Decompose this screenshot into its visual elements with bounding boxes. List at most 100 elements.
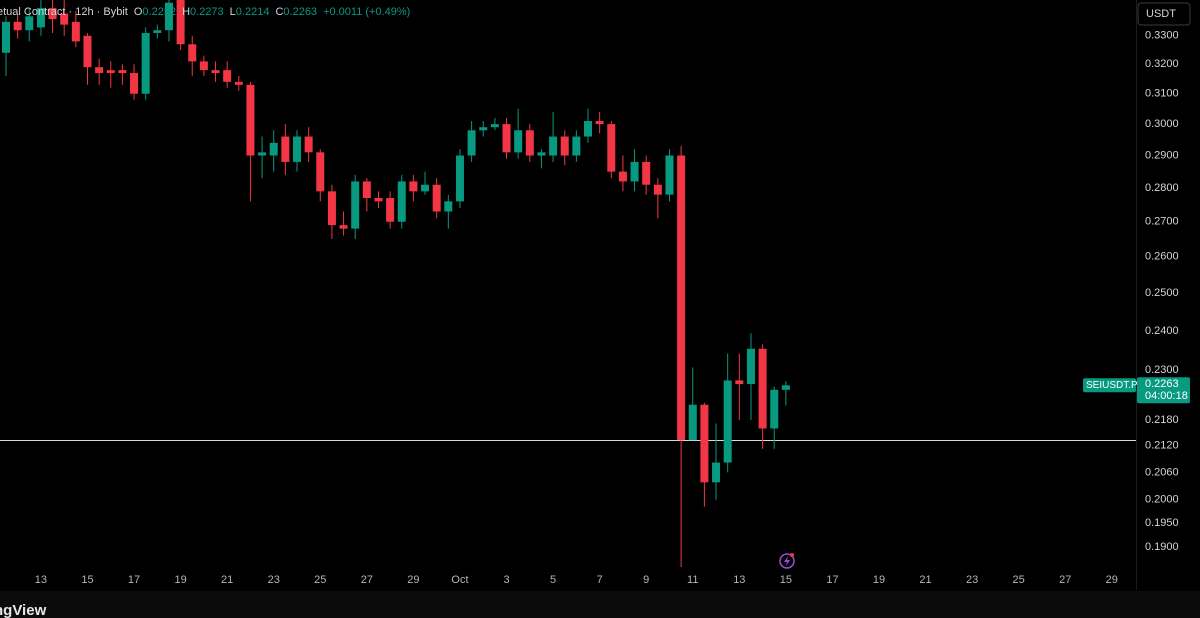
event-icon-bolt: [784, 556, 790, 566]
x-tick-label: 7: [597, 574, 603, 586]
candle-body: [25, 16, 34, 31]
candle-body: [630, 161, 639, 182]
candle-body: [13, 21, 22, 31]
candle-body: [607, 124, 616, 172]
candle-body: [537, 152, 546, 156]
candle-body: [642, 161, 651, 185]
candle-body: [490, 124, 499, 128]
h-value: 0.2273: [190, 6, 224, 18]
y-tick-label: 0.2000: [1145, 494, 1179, 506]
y-tick-label: 0.3100: [1145, 88, 1179, 100]
candle-body: [36, 8, 45, 28]
l-label: L: [230, 6, 236, 18]
candle-body: [723, 380, 732, 463]
x-tick-label: 11: [687, 574, 698, 586]
l-value: 0.2214: [236, 6, 270, 18]
candle-body: [164, 2, 173, 31]
candle-body: [362, 181, 371, 199]
event-icon-dot: [790, 553, 794, 557]
candle-body: [188, 44, 197, 62]
candle-body: [572, 136, 581, 156]
x-tick-label: 3: [503, 574, 509, 586]
x-tick-label: 9: [643, 574, 649, 586]
candle-body: [211, 70, 220, 74]
candle-body: [421, 184, 430, 192]
plot-area: [0, 0, 1136, 568]
x-tick-label: 29: [407, 574, 419, 586]
x-tick-label: 25: [314, 574, 326, 586]
x-tick-label: 23: [966, 574, 978, 586]
candle-body: [584, 121, 592, 137]
candle-body: [455, 155, 464, 202]
candle-body: [397, 181, 406, 222]
y-tick-label: 0.2120: [1145, 440, 1179, 452]
footer-bar: [0, 591, 1200, 618]
price-tag: [1137, 377, 1190, 404]
candle-body: [700, 404, 709, 483]
x-tick-label: 21: [221, 574, 233, 586]
candle-body: [374, 198, 383, 202]
candle-body: [467, 130, 476, 156]
candle-body: [223, 70, 232, 82]
candle-body: [351, 181, 360, 229]
x-tick-label: 27: [361, 574, 373, 586]
candle-body: [281, 136, 290, 162]
y-tick-label: 0.2500: [1145, 287, 1179, 299]
y-tick-label: 0.1900: [1145, 541, 1179, 553]
candle-body: [130, 73, 139, 94]
candle-body: [386, 198, 395, 222]
candle-body: [2, 21, 10, 53]
event-icon[interactable]: [779, 553, 795, 569]
y-tick-label: 0.2900: [1145, 149, 1179, 161]
candle-body: [618, 171, 627, 182]
candle-body: [118, 70, 127, 74]
y-tick-label: 0.1950: [1145, 517, 1179, 529]
x-tick-label: 5: [550, 574, 556, 586]
y-tick-label: 0.2700: [1145, 216, 1179, 228]
candle-body: [560, 136, 569, 156]
h-label: H: [182, 6, 190, 18]
candle-body: [781, 385, 790, 390]
x-tick-label: 19: [873, 574, 885, 586]
candle-body: [688, 404, 697, 441]
candle-body: [304, 136, 313, 153]
candle-body: [677, 155, 686, 441]
candle-body: [409, 181, 418, 192]
candle-body: [746, 348, 755, 385]
x-tick-label: Oct: [451, 574, 468, 586]
y-tick-label: 0.2400: [1145, 325, 1179, 337]
footer-logo: ngView: [0, 602, 47, 618]
candle-body: [83, 35, 92, 68]
x-tick-label: 27: [1059, 574, 1071, 586]
symbol-tag-label: SEIUSDT.P: [1086, 380, 1138, 391]
candle-body: [269, 142, 278, 156]
candle-body: [735, 380, 744, 385]
candle-body: [176, 0, 185, 45]
candle-body: [339, 225, 348, 229]
x-tick-label: 25: [1013, 574, 1025, 586]
candle-body: [712, 462, 721, 483]
x-tick-label: 23: [268, 574, 280, 586]
currency-button[interactable]: [1137, 2, 1191, 26]
x-tick-label: 15: [780, 574, 792, 586]
candle-body: [595, 121, 604, 125]
candle-body: [514, 130, 523, 153]
candle-body: [106, 70, 115, 74]
candle-body: [293, 136, 301, 162]
price-tag-countdown: 04:00:18: [1145, 390, 1188, 402]
c-value: 0.2263: [283, 6, 317, 18]
candle-body: [153, 30, 162, 33]
candle-body: [525, 130, 534, 156]
y-tick-label: 0.2600: [1145, 251, 1179, 263]
o-label: O: [134, 6, 143, 18]
candle-body: [234, 81, 243, 85]
candle-body: [758, 348, 767, 429]
x-tick-label: 21: [919, 574, 931, 586]
y-tick-label: 0.2300: [1145, 364, 1179, 376]
candle-body: [327, 191, 336, 226]
y-tick-label: 0.2060: [1145, 466, 1179, 478]
candle-body: [95, 67, 104, 74]
change: +0.0011 (+0.49%): [323, 6, 410, 18]
candle-body: [770, 389, 779, 429]
